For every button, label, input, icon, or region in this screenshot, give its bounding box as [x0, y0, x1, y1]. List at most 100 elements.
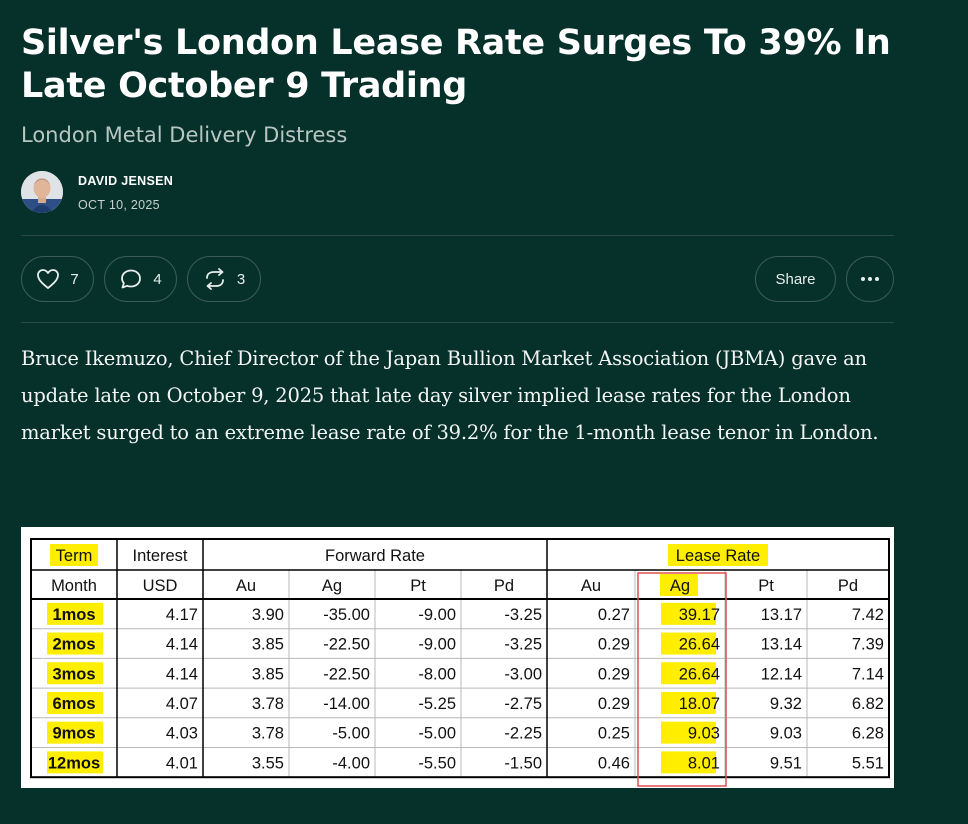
table-cell: 7.39: [852, 636, 884, 654]
table-cell: -22.50: [323, 636, 370, 654]
share-label: Share: [775, 270, 816, 288]
post-date: OCT 10, 2025: [78, 198, 160, 212]
comment-button[interactable]: 4: [104, 256, 177, 302]
table-cell: 3.90: [252, 606, 284, 624]
table-cell: 8.01: [688, 754, 720, 772]
more-icon: [861, 277, 879, 281]
table-cell: 6.28: [852, 725, 884, 743]
table-cell: -3.00: [504, 665, 542, 683]
table-cell: 0.25: [598, 725, 630, 743]
term-cell: 12mos: [48, 754, 100, 772]
table-cell: 7.42: [852, 606, 884, 624]
header-term: Term: [56, 547, 93, 565]
header-forward-rate: Forward Rate: [325, 547, 425, 565]
restack-button[interactable]: 3: [187, 256, 261, 302]
table-cell: 9.32: [770, 695, 802, 713]
table-cell: 26.64: [679, 665, 720, 683]
table-cell: 9.03: [770, 725, 802, 743]
table-image: Term Interest Forward Rate Lease Rate Month U…: [30, 538, 890, 787]
column-header: Month: [51, 577, 97, 595]
table-cell: 26.64: [679, 636, 720, 654]
column-header: Pt: [410, 577, 426, 595]
table-cell: -1.50: [504, 754, 542, 772]
author-name[interactable]: DAVID JENSEN: [78, 174, 174, 188]
table-cell: -4.00: [332, 754, 370, 772]
column-header: Pt: [758, 577, 774, 595]
table-cell: 5.51: [852, 754, 884, 772]
term-cell-highlight: [47, 662, 103, 685]
column-header: Ag: [670, 577, 690, 595]
like-count: 7: [70, 270, 79, 288]
table-cell: 3.55: [252, 754, 284, 772]
table-cell: 0.29: [598, 695, 630, 713]
article-paragraph: Bruce Ikemuzo, Chief Director of the Jap…: [21, 347, 879, 444]
term-cell-highlight: [47, 751, 103, 774]
like-button[interactable]: 7: [21, 256, 94, 302]
table-cell: 3.78: [252, 695, 284, 713]
table-cell: -5.00: [332, 725, 370, 743]
article-title: Silver's London Lease Rate Surges To 39%…: [21, 23, 891, 106]
table-cell: 3.78: [252, 725, 284, 743]
divider-top: [21, 235, 894, 236]
table-cell: 3.85: [252, 665, 284, 683]
column-header: Ag: [322, 577, 342, 595]
table-cell: 0.29: [598, 665, 630, 683]
table-cell: -2.75: [504, 695, 542, 713]
lease-rate-highlight: [668, 544, 768, 566]
table-cell: 13.14: [761, 636, 802, 654]
ag-lease-highlight: [661, 602, 716, 625]
table-cell: -3.25: [504, 636, 542, 654]
lease-rate-table: Term Interest Forward Rate Lease Rate Month U…: [21, 527, 894, 788]
table-cell: -14.00: [323, 695, 370, 713]
column-header: Au: [236, 577, 256, 595]
ag-lease-highlight: [661, 721, 716, 744]
table-cell: 4.01: [166, 754, 198, 772]
ag-lease-box: [637, 572, 727, 787]
table-cell: -9.00: [418, 636, 456, 654]
table-cell: 7.14: [852, 665, 884, 683]
comment-icon: [121, 269, 142, 289]
table-cell: -5.50: [418, 754, 456, 772]
author-avatar[interactable]: [21, 171, 63, 213]
term-cell: 9mos: [52, 725, 95, 743]
article-subtitle: London Metal Delivery Distress: [21, 123, 348, 147]
term-cell-highlight: [47, 602, 103, 625]
table-cell: 13.17: [761, 606, 802, 624]
table-cell: -5.00: [418, 725, 456, 743]
table-border: [30, 538, 890, 779]
share-button[interactable]: Share: [755, 256, 836, 302]
table-cell: 12.14: [761, 665, 802, 683]
avatar-image: [21, 171, 63, 213]
ag-lease-highlight: [661, 662, 716, 685]
table-cell: -3.25: [504, 606, 542, 624]
ag-lease-highlight: [661, 632, 716, 655]
table-cell: 0.27: [598, 606, 630, 624]
table-cell: 9.03: [688, 725, 720, 743]
table-cell: -8.00: [418, 665, 456, 683]
table-cell: 18.07: [679, 695, 720, 713]
column-header: Pd: [838, 577, 858, 595]
ag-lease-highlight: [661, 751, 716, 774]
table-cell: -2.25: [504, 725, 542, 743]
term-cell: 2mos: [52, 636, 95, 654]
restack-count: 3: [236, 270, 246, 288]
table-cell: 6.82: [852, 695, 884, 713]
table-cell: -5.25: [418, 695, 456, 713]
term-cell-highlight: [47, 691, 103, 714]
ag-header-highlight: [660, 574, 698, 596]
table-cell: 4.03: [166, 725, 198, 743]
term-cell: 3mos: [52, 665, 95, 683]
more-options-button[interactable]: [846, 256, 894, 302]
table-cell: 9.51: [770, 754, 802, 772]
table-cell: -35.00: [323, 606, 370, 624]
column-header: Au: [581, 577, 601, 595]
header-lease-rate: Lease Rate: [676, 547, 760, 565]
header-interest: Interest: [132, 547, 187, 565]
table-cell: 4.07: [166, 695, 198, 713]
table-cell: 3.85: [252, 636, 284, 654]
divider-bottom: [21, 322, 894, 323]
term-cell-highlight: [47, 721, 103, 744]
table-cell: 39.17: [679, 606, 720, 624]
column-header: Pd: [494, 577, 514, 595]
restack-icon: [205, 268, 224, 290]
